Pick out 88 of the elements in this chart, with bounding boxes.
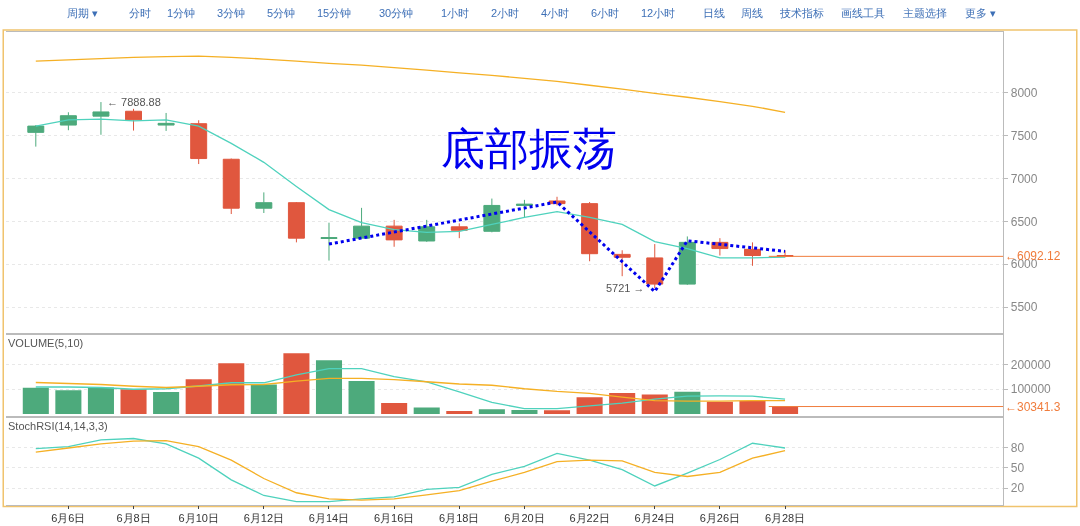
- candlestick: [287, 201, 305, 243]
- candlestick: [320, 222, 338, 262]
- candlestick: [744, 241, 761, 267]
- annotation: ← 7888.88: [107, 96, 161, 108]
- y-tick-label: 100000: [1010, 382, 1052, 397]
- candlestick: [678, 235, 696, 286]
- bar: [315, 360, 343, 415]
- text: 5分钟: [267, 7, 296, 19]
- candlestick: [190, 119, 208, 165]
- bar: [478, 409, 505, 415]
- text: 主题选择: [903, 7, 947, 19]
- candlestick: [483, 198, 501, 233]
- x-tick-label: 6月28日: [764, 512, 806, 525]
- text: 3分钟: [217, 7, 246, 19]
- x-tick-label: 6月22日: [569, 512, 610, 525]
- candlestick: [450, 222, 468, 239]
- annotation: 底部振荡: [441, 124, 617, 173]
- candlestick: [581, 201, 599, 262]
- annotation: 5721 →: [606, 282, 645, 294]
- y-tick-label: 8000: [1010, 85, 1038, 100]
- y-tick-label: 80: [1010, 440, 1025, 455]
- text: 技术指标: [779, 7, 824, 19]
- y-tick-label: 200000: [1010, 357, 1052, 372]
- x-tick-label: 6月8日: [116, 512, 151, 525]
- candlestick: [255, 191, 273, 214]
- y-tick-label: 7000: [1010, 171, 1038, 186]
- candlestick: [646, 243, 664, 289]
- y-tick-label: 5500: [1010, 300, 1038, 315]
- bar: [185, 379, 212, 415]
- text: 分时: [129, 7, 151, 19]
- bar: [218, 363, 245, 415]
- bar: [283, 353, 310, 415]
- line-series: [35, 118, 786, 259]
- bar: [153, 391, 180, 415]
- y-tick-label: 7500: [1010, 128, 1038, 143]
- candlestick: [125, 108, 143, 132]
- bar: [543, 410, 571, 415]
- x-tick-label: 6月12日: [243, 512, 285, 525]
- text: 4小时: [541, 7, 570, 19]
- text: 12小时: [641, 7, 676, 19]
- bar: [446, 411, 473, 415]
- text: 6小时: [591, 7, 620, 19]
- candlestick: [353, 207, 371, 239]
- candlestick: [222, 158, 240, 215]
- y-tick-label: 50: [1010, 460, 1025, 475]
- candlestick: [613, 249, 631, 277]
- x-tick-label: 6月24日: [634, 512, 675, 525]
- x-tick-label: 6月14日: [308, 512, 350, 525]
- x-tick-label: 6月26日: [699, 512, 741, 525]
- x-tick-label: 6月6日: [51, 512, 86, 525]
- text: 周线: [741, 7, 763, 19]
- bar: [250, 384, 277, 415]
- bar: [87, 387, 114, 415]
- text: 1小时: [441, 7, 470, 19]
- bar: [381, 402, 408, 415]
- bar: [413, 407, 440, 415]
- text: 1分钟: [167, 7, 196, 19]
- candlestick: [27, 124, 45, 148]
- bar: [22, 387, 49, 415]
- bar: [511, 410, 538, 415]
- chart-title: StochRSI(14,14,3,3): [8, 420, 108, 432]
- x-tick-label: 6月20日: [504, 512, 545, 525]
- y-tick-label: 6500: [1010, 214, 1038, 229]
- text: 画线工具: [841, 7, 885, 19]
- bar: [120, 389, 147, 415]
- x-tick-label: 6月10日: [178, 512, 219, 525]
- line-series: [327, 200, 787, 294]
- ref-line-label: ←30341.3: [1005, 400, 1061, 414]
- text: 2小时: [491, 7, 520, 19]
- chart-title: VOLUME(5,10): [8, 337, 84, 349]
- bar: [739, 400, 766, 415]
- text: 30分钟: [379, 7, 414, 19]
- bar: [772, 406, 799, 415]
- line-series: [35, 367, 786, 410]
- x-tick-label: 6月16日: [373, 512, 415, 525]
- bar: [348, 381, 375, 415]
- x-tick-label: 6月18日: [439, 512, 480, 525]
- bar: [55, 390, 82, 415]
- text: 更多 ▾: [965, 7, 997, 19]
- text: 周期 ▾: [67, 7, 99, 19]
- y-tick-label: 20: [1010, 481, 1025, 496]
- line-series: [35, 377, 786, 402]
- candlestick: [92, 101, 110, 136]
- line-series: [35, 55, 786, 113]
- bar: [576, 397, 603, 415]
- bar: [706, 401, 733, 415]
- text: 15分钟: [317, 7, 352, 19]
- text: 日线: [703, 7, 725, 19]
